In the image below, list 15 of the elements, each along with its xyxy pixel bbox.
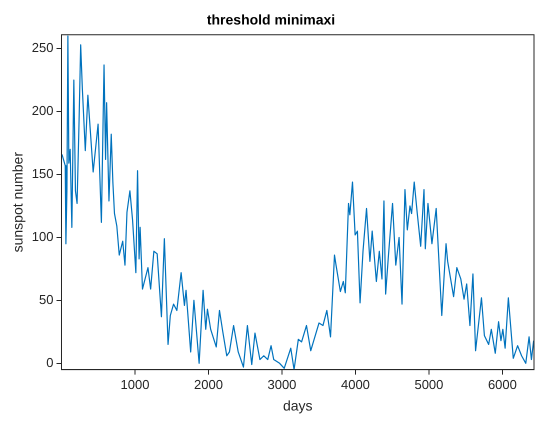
y-tick-label: 0 [46, 354, 54, 370]
x-tick-label: 4000 [340, 376, 370, 392]
x-tick-label: 2000 [194, 376, 223, 392]
chart-title: threshold minimaxi [206, 11, 336, 28]
y-tick-label: 150 [32, 166, 54, 182]
y-tick-label: 250 [32, 40, 54, 56]
y-tick-label: 50 [39, 292, 54, 307]
x-tick-label: 3000 [267, 376, 296, 392]
x-tick-label: 6000 [488, 376, 517, 392]
y-tick-label: 100 [32, 229, 54, 244]
y-axis-title: sunspot number [9, 152, 26, 252]
y-tick-label: 200 [32, 103, 54, 118]
x-tick-label: 1000 [120, 376, 150, 392]
x-axis-title: days [282, 397, 313, 414]
x-tick-label: 5000 [414, 376, 444, 392]
